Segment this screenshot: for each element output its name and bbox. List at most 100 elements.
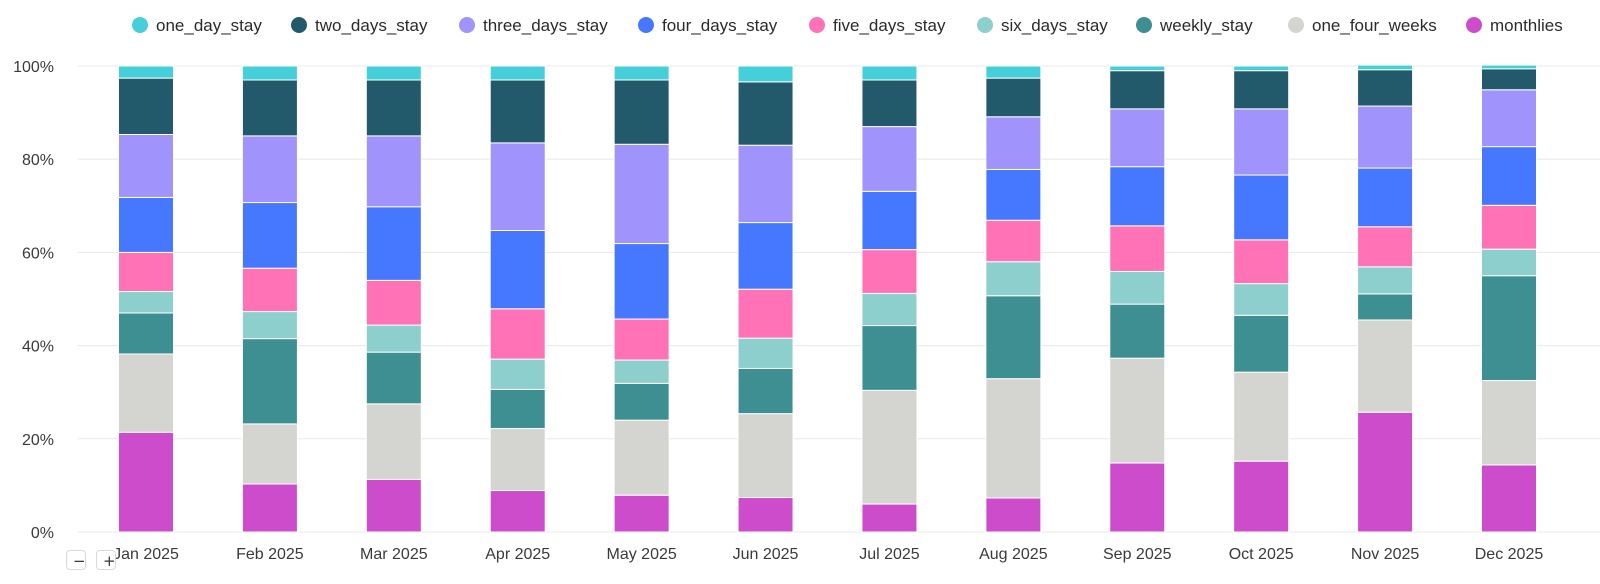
bar-segment-monthlies[interactable] <box>613 494 670 533</box>
legend-item-three_days_stay[interactable]: three_days_stay <box>459 16 608 35</box>
bar-segment-five_days_stay[interactable] <box>1109 225 1166 273</box>
bar-segment-six_days_stay[interactable] <box>1109 271 1166 305</box>
bar-segment-four_days_stay[interactable] <box>1481 146 1537 206</box>
bar-segment-four_days_stay[interactable] <box>1233 174 1290 241</box>
bar-segment-five_days_stay[interactable] <box>1481 204 1537 250</box>
bar-segment-weekly_stay[interactable] <box>118 312 174 355</box>
bar-segment-four_days_stay[interactable] <box>118 196 174 253</box>
bar-segment-one_four_weeks[interactable] <box>1233 371 1290 462</box>
bar-segment-one_day_stay[interactable] <box>737 65 794 83</box>
bar-segment-five_days_stay[interactable] <box>737 288 794 339</box>
bar-segment-weekly_stay[interactable] <box>1109 303 1166 359</box>
bar-segment-weekly_stay[interactable] <box>489 388 546 430</box>
legend-item-four_days_stay[interactable]: four_days_stay <box>638 16 778 35</box>
zoom-in-button[interactable]: + <box>96 550 116 570</box>
bar-segment-monthlies[interactable] <box>489 490 546 533</box>
bar-segment-one_four_weeks[interactable] <box>1357 319 1414 413</box>
bar-segment-weekly_stay[interactable] <box>241 338 298 425</box>
bar-segment-three_days_stay[interactable] <box>1109 108 1166 168</box>
bar-segment-two_days_stay[interactable] <box>861 79 918 128</box>
bar-segment-one_day_stay[interactable] <box>613 65 670 81</box>
bar-segment-five_days_stay[interactable] <box>1233 239 1290 285</box>
bar-segment-five_days_stay[interactable] <box>489 308 546 360</box>
bar-segment-four_days_stay[interactable] <box>861 190 918 251</box>
bar-segment-one_four_weeks[interactable] <box>365 403 422 480</box>
bar-segment-six_days_stay[interactable] <box>489 358 546 390</box>
bar-segment-monthlies[interactable] <box>241 483 298 533</box>
bar-segment-weekly_stay[interactable] <box>985 295 1042 380</box>
bar-segment-two_days_stay[interactable] <box>985 77 1042 118</box>
bar-segment-one_four_weeks[interactable] <box>1481 380 1537 466</box>
bar-segment-three_days_stay[interactable] <box>241 135 298 204</box>
bar-segment-monthlies[interactable] <box>365 478 422 533</box>
bar-segment-six_days_stay[interactable] <box>1481 248 1537 277</box>
bar-segment-one_four_weeks[interactable] <box>489 428 546 492</box>
bar-segment-one_day_stay[interactable] <box>985 65 1042 79</box>
bar-segment-two_days_stay[interactable] <box>737 81 794 146</box>
bar-segment-four_days_stay[interactable] <box>613 243 670 320</box>
bar-segment-two_days_stay[interactable] <box>1357 69 1414 107</box>
bar-segment-six_days_stay[interactable] <box>985 261 1042 297</box>
bar-segment-one_four_weeks[interactable] <box>241 423 298 485</box>
bar-segment-three_days_stay[interactable] <box>489 142 546 231</box>
bar-segment-one_day_stay[interactable] <box>1233 65 1290 72</box>
bar-segment-weekly_stay[interactable] <box>1357 293 1414 321</box>
legend-item-one_four_weeks[interactable]: one_four_weeks <box>1288 16 1437 35</box>
bar-segment-one_day_stay[interactable] <box>861 65 918 81</box>
bar-segment-six_days_stay[interactable] <box>613 359 670 384</box>
zoom-out-button[interactable]: − <box>66 550 86 570</box>
bar-segment-two_days_stay[interactable] <box>241 79 298 137</box>
bar-segment-six_days_stay[interactable] <box>737 337 794 369</box>
bar-segment-four_days_stay[interactable] <box>365 206 422 281</box>
bar-segment-weekly_stay[interactable] <box>737 367 794 415</box>
bar-segment-weekly_stay[interactable] <box>1481 275 1537 382</box>
bar-segment-one_day_stay[interactable] <box>1481 64 1537 70</box>
bar-segment-one_day_stay[interactable] <box>241 65 298 81</box>
bar-segment-five_days_stay[interactable] <box>985 219 1042 263</box>
legend-item-six_days_stay[interactable]: six_days_stay <box>977 16 1108 35</box>
bar-segment-six_days_stay[interactable] <box>1357 266 1414 295</box>
bar-segment-one_day_stay[interactable] <box>1357 64 1414 71</box>
bar-segment-monthlies[interactable] <box>861 503 918 533</box>
bar-segment-six_days_stay[interactable] <box>365 324 422 353</box>
legend-item-monthlies[interactable]: monthlies <box>1466 16 1563 35</box>
bar-segment-one_four_weeks[interactable] <box>861 389 918 505</box>
bar-segment-three_days_stay[interactable] <box>1233 108 1290 176</box>
bar-segment-two_days_stay[interactable] <box>1233 70 1290 110</box>
bar-segment-weekly_stay[interactable] <box>1233 314 1290 373</box>
bar-segment-one_four_weeks[interactable] <box>737 413 794 499</box>
bar-segment-one_day_stay[interactable] <box>1109 65 1166 72</box>
bar-segment-two_days_stay[interactable] <box>489 79 546 144</box>
bar-segment-two_days_stay[interactable] <box>118 77 174 136</box>
bar-segment-one_day_stay[interactable] <box>118 65 174 79</box>
legend-item-five_days_stay[interactable]: five_days_stay <box>809 16 946 35</box>
bar-segment-six_days_stay[interactable] <box>241 311 298 340</box>
bar-segment-three_days_stay[interactable] <box>365 135 422 208</box>
bar-segment-four_days_stay[interactable] <box>737 222 794 290</box>
bar-segment-three_days_stay[interactable] <box>613 143 670 245</box>
bar-segment-two_days_stay[interactable] <box>1481 68 1537 91</box>
bar-segment-five_days_stay[interactable] <box>118 251 174 293</box>
bar-segment-monthlies[interactable] <box>1233 460 1290 533</box>
bar-segment-four_days_stay[interactable] <box>1357 167 1414 228</box>
bar-segment-five_days_stay[interactable] <box>365 279 422 326</box>
bar-segment-monthlies[interactable] <box>985 497 1042 533</box>
bar-segment-five_days_stay[interactable] <box>1357 226 1414 268</box>
bar-segment-four_days_stay[interactable] <box>1109 166 1166 227</box>
bar-segment-monthlies[interactable] <box>1357 411 1414 533</box>
legend-item-one_day_stay[interactable]: one_day_stay <box>132 16 262 35</box>
bar-segment-one_four_weeks[interactable] <box>985 378 1042 499</box>
bar-segment-monthlies[interactable] <box>118 431 174 533</box>
bar-segment-six_days_stay[interactable] <box>1233 283 1290 316</box>
bar-segment-monthlies[interactable] <box>1109 462 1166 533</box>
bar-segment-weekly_stay[interactable] <box>365 351 422 405</box>
bar-segment-weekly_stay[interactable] <box>613 382 670 421</box>
bar-segment-two_days_stay[interactable] <box>1109 70 1166 110</box>
bar-segment-four_days_stay[interactable] <box>241 202 298 269</box>
bar-segment-monthlies[interactable] <box>737 497 794 533</box>
bar-segment-six_days_stay[interactable] <box>118 291 174 314</box>
bar-segment-one_day_stay[interactable] <box>365 65 422 81</box>
bar-segment-two_days_stay[interactable] <box>365 79 422 137</box>
legend-item-two_days_stay[interactable]: two_days_stay <box>291 16 428 35</box>
bar-segment-five_days_stay[interactable] <box>241 267 298 313</box>
